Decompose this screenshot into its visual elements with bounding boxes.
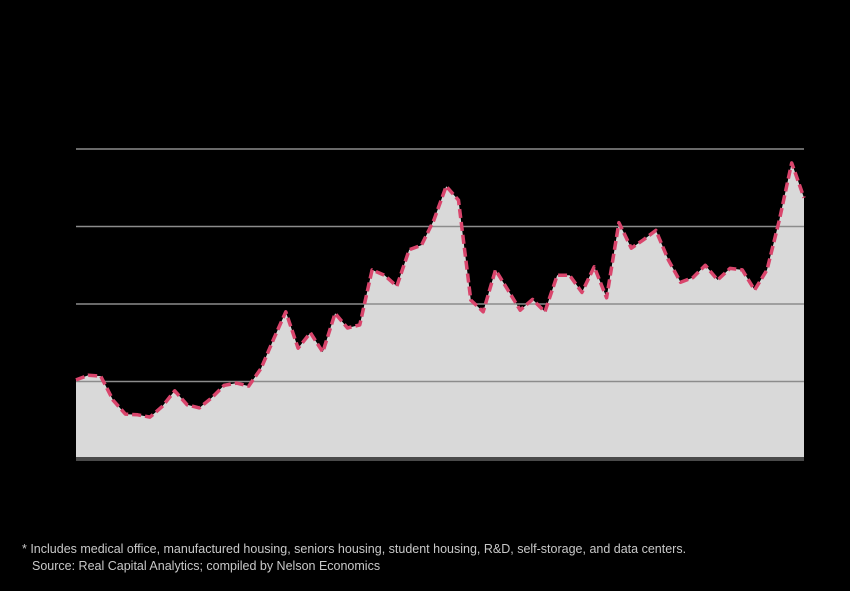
- source-note: Source: Real Capital Analytics; compiled…: [32, 559, 380, 573]
- footnote: * Includes medical office, manufactured …: [22, 542, 686, 556]
- series-line: [75, 161, 806, 419]
- area-fill: [76, 162, 804, 459]
